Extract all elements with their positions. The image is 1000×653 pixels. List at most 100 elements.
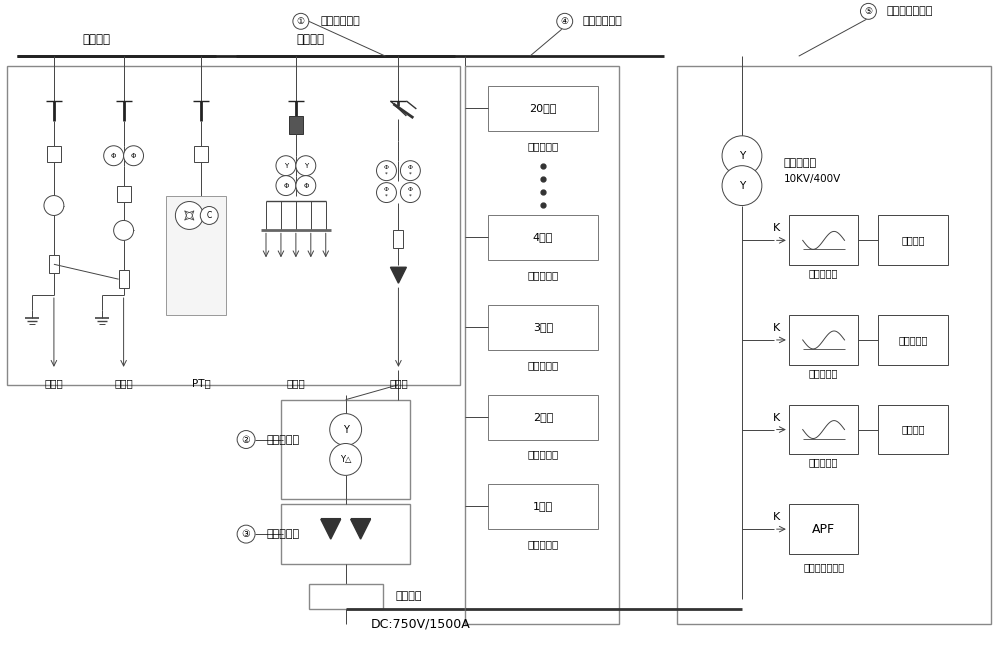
Text: 二次母线: 二次母线 (297, 33, 325, 46)
Circle shape (400, 161, 420, 181)
Polygon shape (321, 519, 341, 539)
Text: ②: ② (242, 434, 250, 445)
Text: 20号桩: 20号桩 (529, 103, 557, 113)
Bar (289, 116, 303, 134)
Bar (878, 405, 948, 454)
Text: K: K (773, 413, 780, 422)
Circle shape (293, 13, 309, 29)
Text: 10KV/400V: 10KV/400V (784, 174, 841, 183)
Circle shape (114, 221, 134, 240)
Text: Y: Y (739, 181, 745, 191)
Circle shape (400, 183, 420, 202)
Text: 一次母线: 一次母线 (83, 33, 111, 46)
Circle shape (557, 13, 573, 29)
Text: 直流母线: 直流母线 (395, 591, 422, 601)
Circle shape (722, 166, 762, 206)
Circle shape (377, 183, 396, 202)
Text: Y: Y (284, 163, 288, 168)
Bar (47, 146, 61, 162)
Circle shape (296, 176, 316, 195)
Bar (49, 255, 59, 273)
Bar (309, 584, 383, 609)
Text: ④: ④ (561, 17, 569, 26)
Text: APF: APF (812, 522, 835, 535)
Bar (789, 504, 858, 554)
Text: Φ: Φ (303, 183, 309, 189)
Text: 出线柜: 出线柜 (389, 377, 408, 388)
Text: 计量柜: 计量柜 (114, 377, 133, 388)
Text: Φ: Φ (131, 153, 136, 159)
Text: 智能充电桩: 智能充电桩 (527, 141, 558, 151)
Text: 高压保护系统: 高压保护系统 (321, 16, 361, 26)
Text: 进线柜: 进线柜 (45, 377, 63, 388)
Text: DC:750V/1500A: DC:750V/1500A (371, 617, 470, 630)
Bar (166, 195, 226, 315)
Text: *: * (385, 171, 388, 176)
Bar (789, 315, 858, 365)
Text: 2号桩: 2号桩 (533, 411, 553, 422)
Circle shape (44, 195, 64, 215)
Text: *: * (409, 171, 412, 176)
Bar (465, 66, 619, 624)
Text: 智能充电桩: 智能充电桩 (527, 449, 558, 460)
Circle shape (722, 136, 762, 176)
Text: Φ: Φ (384, 187, 389, 192)
Bar (117, 185, 131, 202)
Circle shape (860, 3, 876, 20)
Text: 微电网供电系统: 微电网供电系统 (886, 7, 933, 16)
Bar (878, 215, 948, 265)
Bar (488, 485, 598, 529)
Circle shape (330, 413, 362, 445)
Text: *: * (385, 193, 388, 198)
Text: 光伏逆变器: 光伏逆变器 (809, 268, 838, 278)
Bar (789, 215, 858, 265)
Bar (281, 400, 410, 500)
Text: C: C (207, 211, 212, 220)
Text: 智能充电桩: 智能充电桩 (527, 270, 558, 280)
Bar (878, 315, 948, 365)
Text: 风机逆变器: 风机逆变器 (809, 368, 838, 378)
Polygon shape (390, 267, 406, 283)
Text: 4号桩: 4号桩 (533, 232, 553, 242)
Text: 智能充电桩: 智能充电桩 (527, 360, 558, 370)
Bar (677, 66, 991, 624)
Text: Φ: Φ (408, 187, 413, 192)
Text: *: * (409, 193, 412, 198)
Circle shape (104, 146, 124, 166)
Circle shape (175, 202, 203, 229)
Text: 有源电力滤波器: 有源电力滤波器 (803, 562, 844, 572)
Circle shape (124, 146, 144, 166)
Text: K: K (773, 512, 780, 522)
Text: Φ: Φ (384, 165, 389, 170)
Circle shape (296, 155, 316, 176)
Bar (194, 146, 208, 162)
Polygon shape (351, 519, 371, 539)
Bar (488, 215, 598, 261)
Text: 升压变压器: 升压变压器 (784, 158, 817, 168)
Text: 智能充电桩群: 智能充电桩群 (583, 16, 622, 26)
Circle shape (276, 155, 296, 176)
Bar (789, 405, 858, 454)
Text: 整流变压器: 整流变压器 (267, 434, 300, 445)
Bar (281, 504, 410, 564)
Circle shape (377, 161, 396, 181)
Circle shape (330, 443, 362, 475)
Text: Φ: Φ (408, 165, 413, 170)
Circle shape (237, 430, 255, 449)
Text: Y: Y (739, 151, 745, 161)
Bar (488, 86, 598, 131)
Text: PT柜: PT柜 (192, 377, 211, 388)
Text: ①: ① (297, 17, 305, 26)
Text: K: K (773, 323, 780, 333)
Bar (119, 270, 129, 288)
Text: 光伏组件: 光伏组件 (901, 235, 925, 246)
Text: ⑤: ⑤ (864, 7, 872, 16)
Text: Y: Y (343, 424, 349, 434)
Text: 智能充电桩: 智能充电桩 (527, 539, 558, 549)
Text: Y: Y (304, 163, 308, 168)
Circle shape (276, 176, 296, 195)
Bar (7, 66, 460, 385)
Text: K: K (773, 223, 780, 233)
Text: Φ: Φ (283, 183, 289, 189)
Text: 1号桩: 1号桩 (533, 502, 553, 511)
